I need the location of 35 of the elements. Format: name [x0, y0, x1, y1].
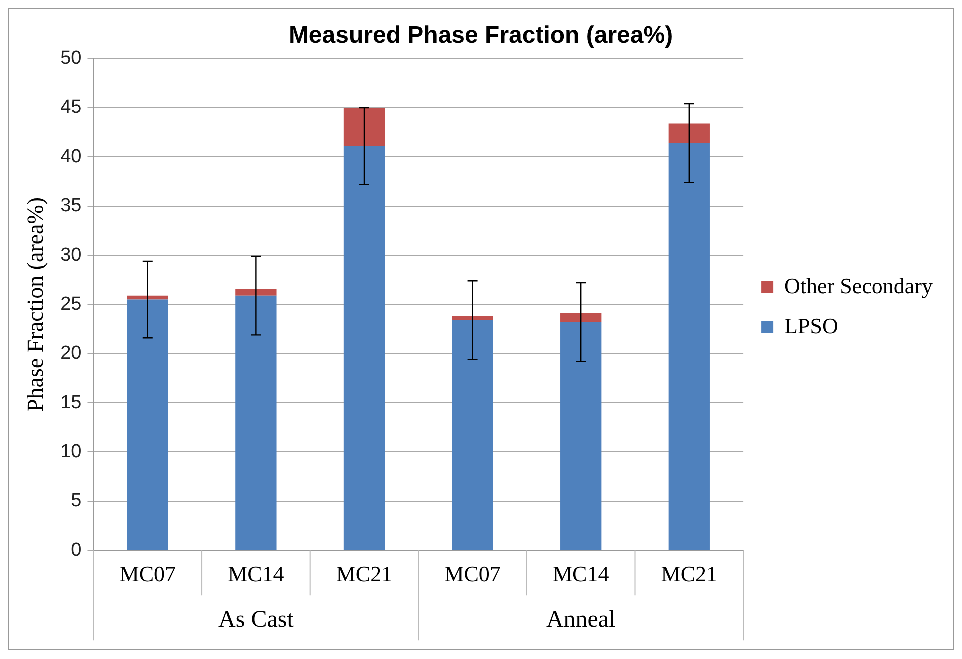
- y-tick-label: 15: [60, 392, 82, 414]
- x-tick-label: MC14: [228, 562, 284, 587]
- x-tick-label: MC07: [120, 562, 176, 587]
- y-tick-label: 40: [60, 146, 82, 168]
- bar: [127, 296, 168, 300]
- bar: [344, 146, 386, 550]
- bar: [236, 296, 277, 550]
- y-tick-label: 30: [60, 244, 82, 266]
- bar: [344, 108, 386, 146]
- bar: [236, 288, 277, 296]
- y-tick-label: 10: [60, 441, 82, 462]
- y-tick-label: 0: [71, 540, 82, 561]
- legend-label: LPSO: [784, 313, 838, 338]
- legend-label: Other Secondary: [784, 273, 934, 298]
- text: Anneal: [546, 606, 616, 633]
- y-tick-label: 20: [60, 343, 82, 364]
- x-tick-label: MC07: [444, 562, 501, 587]
- y-tick-label: 35: [60, 196, 82, 217]
- bar: [452, 320, 494, 550]
- text: As Cast: [218, 606, 294, 633]
- y-tick-label: 5: [71, 490, 82, 512]
- y-axis-title: Phase Fraction (area%): [22, 197, 48, 412]
- y-tick-label: 50: [60, 48, 82, 70]
- x-tick-label: MC14: [552, 562, 610, 587]
- y-tick-label: 25: [60, 294, 82, 315]
- bar: [668, 124, 710, 144]
- bar: [560, 314, 602, 322]
- bar: [127, 300, 168, 550]
- x-tick-label: MC21: [336, 562, 393, 587]
- y-tick-label: 45: [60, 97, 82, 118]
- bar: [452, 316, 494, 320]
- x-tick-label: MC21: [661, 562, 718, 587]
- bar: [560, 322, 602, 550]
- chart-title: Measured Phase Fraction (area%): [288, 22, 674, 50]
- bar: [668, 143, 710, 550]
